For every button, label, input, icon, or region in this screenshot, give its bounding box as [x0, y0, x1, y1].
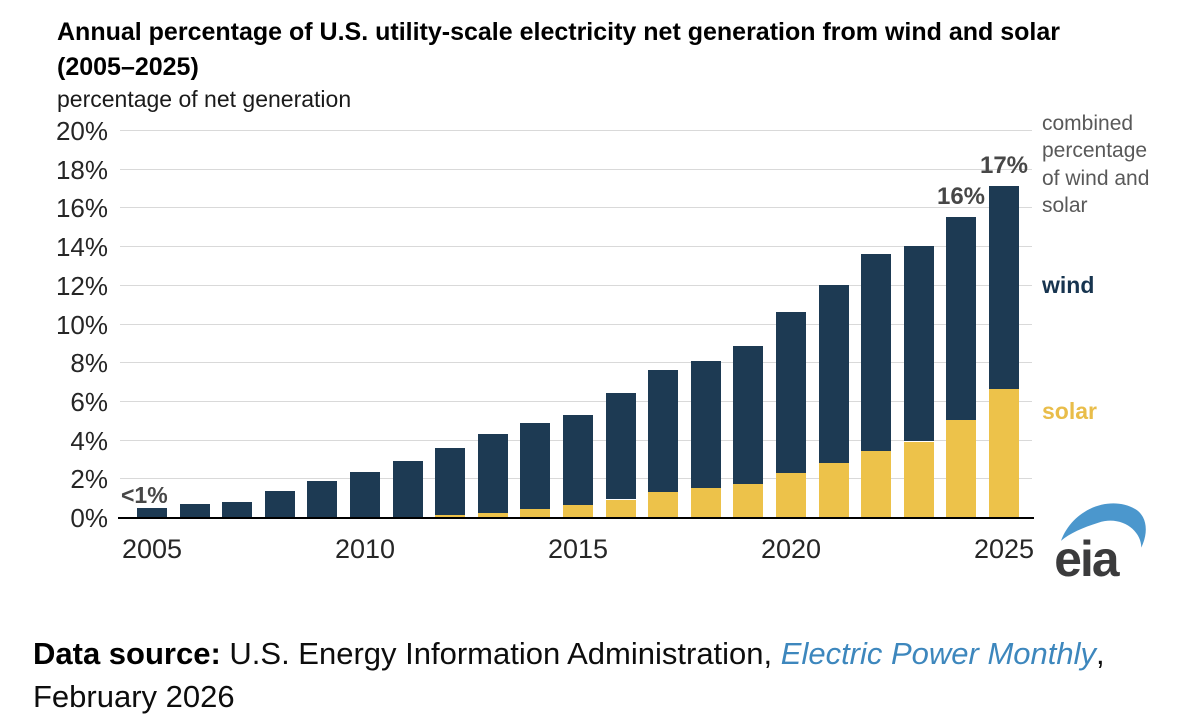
- eia-logo-text: eia: [1056, 531, 1120, 582]
- gridline-20: [120, 130, 1032, 131]
- data-source-label: Data source:: [33, 636, 221, 671]
- bar-solar-2016: [606, 500, 636, 517]
- bar-wind-2021: [819, 285, 849, 463]
- bar-wind-2013: [478, 434, 508, 513]
- bar-wind-2024: [946, 217, 976, 420]
- y-axis-label-0: 0%: [70, 503, 108, 533]
- y-axis-label-2: 2%: [70, 464, 108, 494]
- bar-solar-2023: [904, 442, 934, 517]
- bar-wind-2018: [691, 361, 721, 488]
- bar-solar-2022: [861, 451, 891, 517]
- bar-wind-2010: [350, 472, 380, 517]
- annotation-2024: 16%: [936, 183, 986, 210]
- bar-wind-2016: [606, 393, 636, 499]
- legend-solar-label: solar: [1042, 398, 1097, 424]
- eia-logo-swoosh-icon: [1060, 503, 1146, 548]
- data-source-date: , February 2026: [33, 636, 1105, 714]
- bar-wind-2020: [776, 312, 806, 474]
- bar-wind-2008: [265, 491, 295, 517]
- y-axis-label-14: 14%: [55, 232, 108, 262]
- bar-solar-2017: [648, 492, 678, 517]
- data-source-note: Data source: U.S. Energy Information Adm…: [33, 633, 1153, 719]
- eia-logo: eia: [1054, 494, 1152, 587]
- y-axis-label-10: 10%: [55, 310, 108, 340]
- bar-wind-2017: [648, 370, 678, 492]
- bar-wind-2025: [989, 186, 1019, 389]
- bar-wind-2006: [180, 504, 210, 517]
- bar-solar-2013: [478, 513, 508, 517]
- bar-wind-2022: [861, 254, 891, 451]
- y-axis-label-16: 16%: [55, 193, 108, 223]
- gridline-14: [120, 246, 1032, 247]
- annotation-2005: <1%: [121, 482, 168, 508]
- gridline-8: [120, 362, 1032, 363]
- gridline-12: [120, 285, 1032, 286]
- bar-wind-2019: [733, 346, 763, 484]
- y-axis-label-6: 6%: [70, 387, 108, 417]
- x-axis-label-2005: 2005: [121, 534, 183, 564]
- y-axis-label-20: 20%: [55, 116, 108, 146]
- gridline-6: [120, 401, 1032, 402]
- bar-wind-2023: [904, 246, 934, 441]
- bar-solar-2025: [989, 389, 1019, 517]
- y-axis-label-12: 12%: [55, 271, 108, 301]
- x-axis-line: [118, 517, 1034, 519]
- bar-solar-2012: [435, 515, 465, 517]
- bar-solar-2020: [776, 473, 806, 517]
- bar-solar-2014: [520, 509, 550, 517]
- bar-wind-2011: [393, 461, 423, 517]
- x-axis-label-2010: 2010: [334, 534, 396, 564]
- x-axis-label-2015: 2015: [547, 534, 609, 564]
- bar-wind-2005: [137, 508, 167, 517]
- annotation-2025: 17%: [979, 152, 1029, 179]
- x-axis-label-2020: 2020: [760, 534, 822, 564]
- y-axis-label-8: 8%: [70, 348, 108, 378]
- bar-wind-2007: [222, 502, 252, 517]
- bar-solar-2024: [946, 420, 976, 517]
- gridline-18: [120, 169, 1032, 170]
- bar-wind-2014: [520, 423, 550, 509]
- chart-title: Annual percentage of U.S. utility-scale …: [57, 18, 1060, 46]
- y-axis-label-18: 18%: [55, 155, 108, 185]
- bar-wind-2009: [307, 481, 337, 517]
- data-source-publication: Electric Power Monthly: [780, 636, 1097, 671]
- bar-wind-2012: [435, 448, 465, 515]
- gridline-10: [120, 324, 1032, 325]
- chart-subtitle: percentage of net generation: [57, 86, 352, 112]
- bar-solar-2019: [733, 484, 763, 517]
- data-source-text: U.S. Energy Information Administration,: [220, 636, 781, 671]
- bar-solar-2021: [819, 463, 849, 517]
- bar-wind-2015: [563, 415, 593, 505]
- legend-wind-label: wind: [1042, 272, 1095, 298]
- chart-title-range: (2005–2025): [57, 53, 199, 81]
- bar-solar-2015: [563, 505, 593, 517]
- bar-solar-2018: [691, 488, 721, 517]
- x-axis-label-2025: 2025: [973, 534, 1035, 564]
- gridline-16: [120, 207, 1032, 208]
- legend-combined-label: combined percentage of wind and solar: [1042, 112, 1150, 217]
- y-axis-label-4: 4%: [70, 426, 108, 456]
